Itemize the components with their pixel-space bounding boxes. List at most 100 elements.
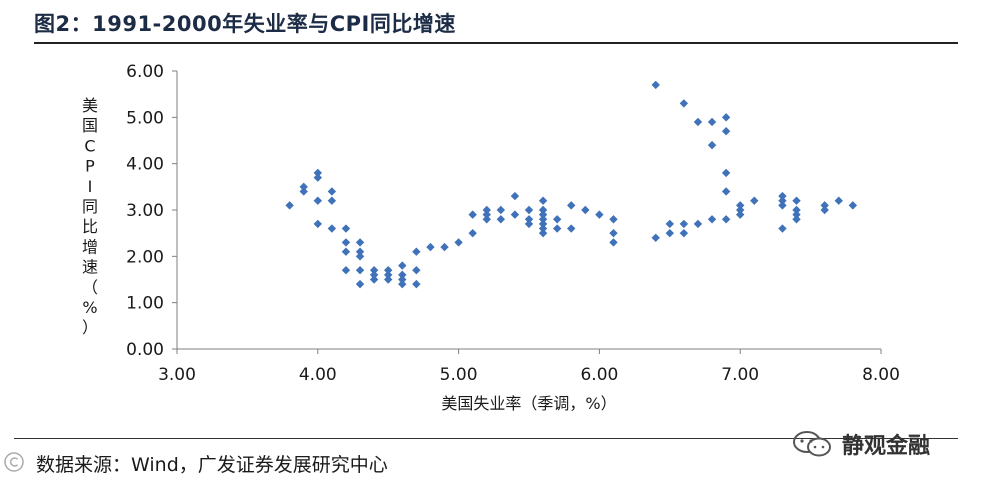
data-point — [538, 210, 548, 219]
data-point — [707, 215, 717, 224]
copyright-icon — [4, 452, 24, 472]
data-point — [412, 266, 421, 275]
data-point — [482, 210, 491, 219]
data-point — [341, 266, 351, 275]
data-point — [468, 228, 477, 238]
data-point — [538, 224, 548, 233]
data-point — [679, 219, 689, 229]
data-point — [313, 173, 322, 182]
y-tick-label: 0.00 — [126, 340, 164, 360]
data-point — [693, 219, 703, 229]
data-point — [496, 205, 506, 215]
x-axis-title: 美国失业率（季调，%） — [441, 394, 616, 413]
data-point — [355, 247, 365, 256]
account-watermark: 静观金融 — [792, 428, 930, 460]
data-point — [327, 224, 337, 233]
x-tick-label: 3.00 — [158, 365, 196, 385]
data-point — [355, 252, 365, 261]
data-point — [398, 275, 407, 284]
data-point — [778, 201, 787, 210]
data-point — [609, 228, 618, 238]
data-point — [454, 238, 463, 247]
data-point — [538, 219, 548, 229]
data-point — [552, 224, 562, 233]
data-point — [384, 266, 393, 275]
data-point — [665, 228, 674, 238]
data-point — [792, 205, 801, 215]
data-point — [369, 270, 379, 280]
data-point — [313, 196, 322, 205]
data-point — [707, 117, 717, 127]
data-point — [341, 247, 351, 256]
data-point — [510, 210, 520, 219]
data-point — [538, 196, 548, 205]
data-point — [510, 191, 520, 201]
data-point — [707, 140, 717, 150]
y-tick-label: 1.00 — [126, 294, 164, 314]
data-point — [299, 187, 308, 196]
data-point — [820, 205, 829, 215]
data-point — [482, 215, 491, 224]
data-point — [369, 266, 379, 275]
data-point — [468, 210, 477, 219]
y-tick-label: 2.00 — [126, 247, 164, 267]
data-point — [721, 187, 731, 196]
data-point — [778, 224, 787, 233]
scatter-chart: 0.00 1.00 2.00 3.00 4.00 5.00 6.00 3.00 4.00 5.00… — [82, 62, 900, 413]
x-tick-label: 8.00 — [862, 365, 900, 385]
data-point — [736, 201, 745, 210]
footer-divider — [14, 438, 958, 439]
data-source-note: 数据来源：Wind，广发证券发展研究中心 — [36, 454, 388, 476]
data-point — [355, 279, 365, 289]
data-point — [341, 224, 351, 233]
y-tick-label: 5.00 — [126, 108, 164, 128]
data-point — [581, 205, 590, 215]
data-point — [285, 201, 294, 210]
data-point — [384, 270, 393, 280]
data-point — [609, 215, 618, 224]
title-bar: 图2：1991-2000年失业率与CPI同比增速 — [34, 8, 958, 44]
data-point — [820, 201, 829, 210]
data-point — [524, 205, 534, 215]
data-point — [609, 238, 618, 247]
data-point — [750, 196, 759, 205]
data-point — [721, 113, 731, 122]
data-point — [567, 224, 576, 233]
data-point — [778, 191, 787, 201]
data-point — [792, 196, 801, 205]
x-tick-label: 6.00 — [580, 365, 618, 385]
data-point — [721, 168, 731, 178]
data-point — [398, 270, 407, 280]
data-point — [524, 215, 534, 224]
data-point — [721, 127, 731, 136]
data-point — [736, 210, 745, 219]
data-point — [412, 279, 421, 289]
y-tick-label: 3.00 — [126, 201, 164, 221]
y-tick-label: 6.00 — [126, 62, 164, 82]
data-point — [679, 228, 689, 238]
data-point — [412, 247, 421, 256]
data-point — [538, 215, 548, 224]
data-point — [736, 205, 745, 215]
x-tick-label: 5.00 — [440, 365, 478, 385]
figure-title: 图2：1991-2000年失业率与CPI同比增速 — [34, 12, 456, 36]
data-point — [369, 275, 379, 284]
watermark-text: 静观金融 — [842, 434, 931, 459]
x-tick-label: 4.00 — [299, 365, 337, 385]
data-point — [538, 205, 548, 215]
data-point — [482, 205, 491, 215]
data-point — [327, 196, 337, 205]
x-tick-label: 7.00 — [721, 365, 759, 385]
data-point — [721, 215, 731, 224]
data-point — [299, 182, 308, 192]
data-point — [398, 279, 407, 289]
data-point — [426, 242, 435, 252]
data-point — [327, 187, 337, 196]
data-point — [440, 242, 449, 252]
data-point — [792, 210, 801, 219]
data-point — [384, 275, 393, 284]
data-point — [834, 196, 843, 205]
data-point — [792, 215, 801, 224]
y-axis-title: 美国 C P I 同比增速（%） — [82, 96, 98, 337]
data-point — [651, 80, 660, 90]
